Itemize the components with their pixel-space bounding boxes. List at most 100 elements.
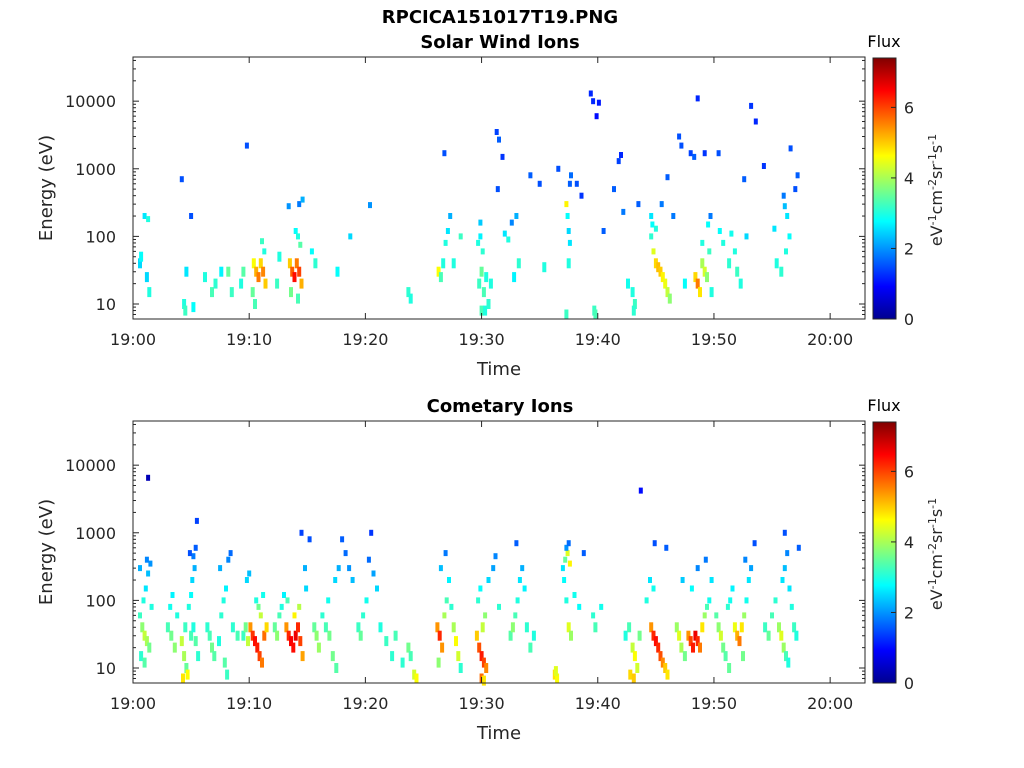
- heatmap-cell: [139, 651, 144, 662]
- heatmap-cell: [591, 98, 596, 105]
- solar-wind-heatmap-cells: [138, 90, 800, 320]
- heatmap-cell: [246, 636, 250, 647]
- heatmap-cell: [213, 278, 218, 289]
- heatmap-cell: [169, 630, 174, 641]
- heatmap-cell: [142, 630, 147, 641]
- heatmap-cell: [493, 553, 498, 560]
- heatmap-cell: [165, 622, 170, 633]
- heatmap-cell: [146, 474, 151, 481]
- heatmap-cell: [254, 266, 259, 277]
- heatmap-cell: [296, 233, 300, 240]
- heatmap-cell: [290, 266, 295, 277]
- heatmap-cell: [707, 248, 712, 255]
- heatmap-cell: [638, 487, 643, 494]
- heatmap-cell: [368, 202, 372, 209]
- heatmap-cell: [564, 309, 569, 320]
- heatmap-cell: [184, 663, 189, 673]
- heatmap-cell: [509, 219, 514, 226]
- heatmap-cell: [651, 248, 656, 255]
- heatmap-cell: [284, 622, 289, 633]
- heatmap-cell: [653, 258, 658, 269]
- heatmap-cell: [300, 651, 305, 662]
- heatmap-cell: [361, 612, 366, 619]
- heatmap-cell: [442, 150, 447, 157]
- heatmap-cell: [491, 565, 496, 572]
- heatmap-cell: [250, 630, 255, 641]
- heatmap-cell: [262, 248, 267, 255]
- heatmap-cell: [651, 585, 656, 592]
- heatmap-cell: [333, 577, 338, 583]
- heatmap-cell: [749, 565, 754, 572]
- heatmap-cell: [292, 272, 297, 283]
- heatmap-cell: [484, 272, 489, 283]
- heatmap-cell: [739, 622, 744, 633]
- heatmap-cell: [478, 585, 483, 592]
- colorbar-unit-bottom: eV-1cm-2sr-1s-1: [926, 498, 946, 610]
- heatmap-cell: [562, 577, 567, 583]
- heatmap-cell: [702, 266, 707, 277]
- heatmap-cell: [348, 233, 353, 240]
- heatmap-cell: [632, 299, 637, 309]
- heatmap-cell: [406, 642, 411, 653]
- heatmap-cell: [298, 241, 303, 248]
- y-tick-label: 10: [96, 659, 116, 678]
- heatmap-cell: [251, 258, 256, 269]
- panel-title-cometary: Cometary Ions: [427, 396, 574, 417]
- heatmap-cell: [168, 603, 173, 610]
- heatmap-cell: [146, 216, 151, 223]
- heatmap-cell: [698, 287, 702, 298]
- heatmap-cell: [264, 622, 269, 633]
- colorbar-bottom: Flux 0 2 4 6 eV-1cm-2sr-1s-1: [867, 396, 946, 693]
- heatmap-cell: [514, 213, 519, 219]
- heatmap-cell: [785, 213, 790, 219]
- heatmap-cell: [660, 272, 665, 283]
- heatmap-cell: [596, 99, 601, 106]
- heatmap-cell: [291, 642, 296, 653]
- heatmap-cell: [763, 622, 768, 633]
- heatmap-cell: [564, 597, 569, 604]
- heatmap-cell: [653, 225, 658, 232]
- heatmap-cell: [542, 262, 547, 273]
- heatmap-cell: [255, 642, 260, 653]
- heatmap-cell: [287, 258, 292, 269]
- colorbar-tick-label: 0: [904, 310, 914, 329]
- heatmap-cell: [563, 556, 568, 563]
- heatmap-cell: [497, 603, 501, 610]
- x-tick-label: 19:00: [110, 694, 156, 713]
- heatmap-cell: [307, 536, 312, 543]
- heatmap-cell: [369, 529, 374, 536]
- heatmap-cell: [555, 673, 560, 684]
- heatmap-cell: [400, 657, 405, 668]
- heatmap-cell: [567, 560, 572, 567]
- heatmap-cell: [663, 278, 668, 289]
- heatmap-cell: [486, 299, 491, 309]
- heatmap-cell: [191, 622, 196, 633]
- heatmap-cell: [147, 642, 152, 653]
- solar-wind-plot-frame: [132, 56, 866, 320]
- heatmap-cell: [693, 630, 698, 641]
- heatmap-cell: [320, 612, 325, 619]
- heatmap-cell: [695, 565, 700, 572]
- heatmap-cell: [709, 577, 714, 583]
- heatmap-cell: [506, 236, 511, 243]
- heatmap-cell: [258, 258, 263, 269]
- heatmap-cell: [659, 201, 664, 208]
- heatmap-cell: [179, 636, 184, 647]
- heatmap-cell: [593, 622, 598, 633]
- heatmap-cell: [182, 651, 187, 662]
- heatmap-cell: [707, 597, 712, 604]
- heatmap-cell: [581, 550, 586, 557]
- y-tick-label: 10000: [65, 456, 116, 475]
- heatmap-cell: [649, 622, 654, 633]
- heatmap-cell: [179, 176, 184, 183]
- heatmap-cell: [253, 636, 257, 647]
- heatmap-cell: [637, 630, 642, 641]
- heatmap-cell: [648, 577, 652, 583]
- heatmap-cell: [566, 258, 571, 269]
- heatmap-cell: [688, 150, 693, 157]
- heatmap-cell: [250, 287, 255, 298]
- heatmap-cell: [520, 565, 525, 572]
- heatmap-cell: [384, 636, 389, 647]
- heatmap-cell: [458, 663, 463, 673]
